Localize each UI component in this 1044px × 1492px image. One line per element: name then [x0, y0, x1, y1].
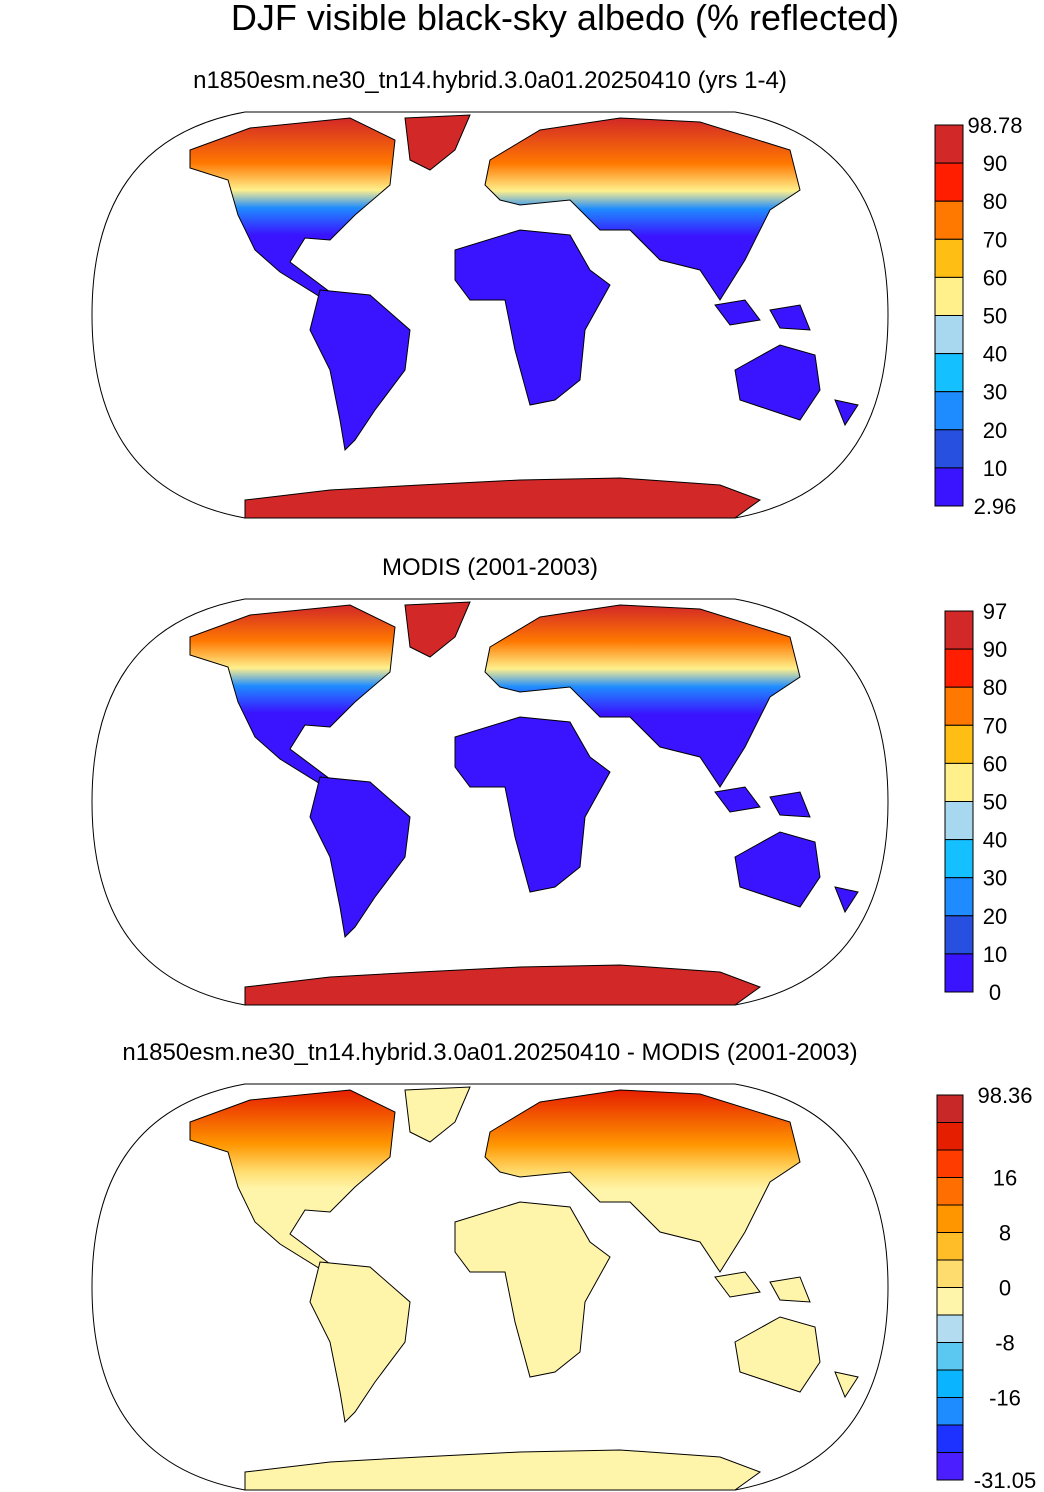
- colorbar-box: [934, 238, 964, 278]
- colorbar-label: 30: [983, 866, 1007, 891]
- colorbar-label: 16: [993, 1166, 1017, 1191]
- colorbar-box: [936, 1149, 964, 1178]
- colorbar-label: 50: [983, 790, 1007, 815]
- panel-title: n1850esm.ne30_tn14.hybrid.3.0a01.2025041…: [122, 1039, 857, 1066]
- colorbar-box: [944, 648, 974, 688]
- colorbar-label: 60: [983, 751, 1007, 776]
- colorbar-label: 97: [983, 599, 1007, 624]
- colorbar-label: 80: [983, 675, 1007, 700]
- colorbar-box: [936, 1177, 964, 1206]
- colorbar-label: 10: [983, 942, 1007, 967]
- colorbar-label: 10: [983, 456, 1007, 481]
- colorbar-label: 90: [983, 151, 1007, 176]
- colorbar-box: [936, 1397, 964, 1426]
- colorbar-label: 30: [983, 380, 1007, 405]
- colorbar-box: [936, 1259, 964, 1288]
- colorbar-box: [944, 801, 974, 841]
- colorbar-box: [936, 1424, 964, 1453]
- colorbar-label: 0: [999, 1276, 1011, 1301]
- figure-title: DJF visible black-sky albedo (% reflecte…: [231, 0, 899, 38]
- colorbar-box: [936, 1122, 964, 1151]
- colorbar-label: 40: [983, 342, 1007, 367]
- colorbar-label: -16: [989, 1386, 1021, 1411]
- colorbar-box: [936, 1287, 964, 1316]
- map: [91, 1083, 889, 1491]
- colorbar-label: 50: [983, 304, 1007, 329]
- colorbar-box: [944, 953, 974, 993]
- colorbar-label: 40: [983, 828, 1007, 853]
- colorbar-label: 98.36: [977, 1083, 1032, 1108]
- colorbar-box: [936, 1094, 964, 1123]
- colorbar-box: [934, 353, 964, 393]
- colorbar-box: [934, 162, 964, 202]
- colorbar-label: 20: [983, 418, 1007, 443]
- colorbar-box: [944, 915, 974, 955]
- colorbar-label: 20: [983, 904, 1007, 929]
- colorbar-box: [934, 391, 964, 431]
- colorbar-box: [936, 1342, 964, 1371]
- colorbar-box: [944, 724, 974, 764]
- colorbar-label: 8: [999, 1221, 1011, 1246]
- colorbar-label: 60: [983, 265, 1007, 290]
- map: [91, 598, 889, 1006]
- panel-title: n1850esm.ne30_tn14.hybrid.3.0a01.2025041…: [193, 67, 787, 94]
- colorbar-box: [936, 1369, 964, 1398]
- colorbar-box: [944, 762, 974, 803]
- colorbar-label: 2.96: [974, 494, 1017, 519]
- colorbar-label: -8: [995, 1331, 1015, 1356]
- colorbar-box: [944, 877, 974, 917]
- colorbar-box: [944, 839, 974, 879]
- colorbar-label: 80: [983, 189, 1007, 214]
- colorbar-box: [936, 1232, 964, 1261]
- colorbar-box: [944, 686, 974, 726]
- colorbar-box: [944, 610, 974, 650]
- colorbar-label: 70: [983, 227, 1007, 252]
- panel-title: MODIS (2001-2003): [382, 554, 598, 581]
- colorbar-label: -31.05: [974, 1468, 1036, 1492]
- colorbar-box: [936, 1204, 964, 1233]
- colorbar-label: 98.78: [967, 113, 1022, 138]
- colorbar-box: [934, 124, 964, 164]
- colorbar-box: [934, 429, 964, 469]
- colorbar-box: [934, 467, 964, 507]
- colorbar-label: 70: [983, 713, 1007, 738]
- colorbar-box: [936, 1452, 964, 1481]
- colorbar-box: [936, 1314, 964, 1343]
- colorbar-box: [934, 315, 964, 355]
- colorbar-label: 90: [983, 637, 1007, 662]
- colorbar-label: 0: [989, 980, 1001, 1005]
- colorbar-box: [934, 200, 964, 240]
- colorbar-box: [934, 276, 964, 316]
- map: [91, 111, 889, 519]
